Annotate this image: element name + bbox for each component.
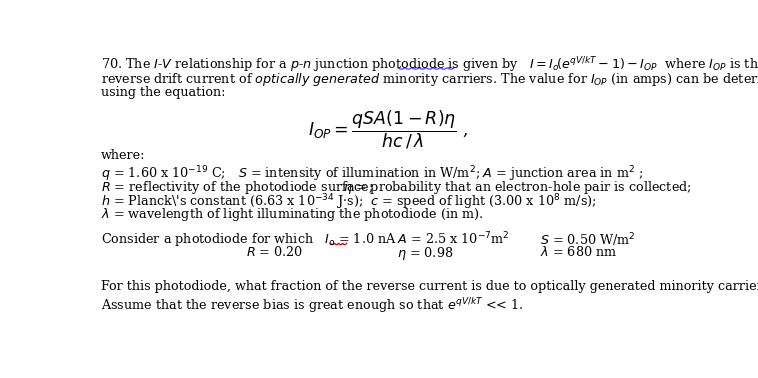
Text: $\eta$ = probability that an electron-hole pair is collected;: $\eta$ = probability that an electron-ho…	[343, 178, 691, 195]
Text: $\lambda$ = wavelength of light illuminating the photodiode (in m).: $\lambda$ = wavelength of light illumina…	[101, 206, 484, 223]
Text: 70. The $I$-$V$ relationship for a $p$-$n$ junction photodiode is given by   $I : 70. The $I$-$V$ relationship for a $p$-$…	[101, 55, 758, 74]
Text: Assume that the reverse bias is great enough so that $e^{qV/kT}$ << 1.: Assume that the reverse bias is great en…	[101, 296, 524, 314]
Text: $I_{OP} = \dfrac{qSA(1-R)\eta}{hc\,/\,\lambda}$ ,: $I_{OP} = \dfrac{qSA(1-R)\eta}{hc\,/\,\l…	[309, 108, 468, 151]
Text: $A$ = 2.5 x 10$^{-7}$m$^2$: $A$ = 2.5 x 10$^{-7}$m$^2$	[397, 231, 509, 248]
Text: $\lambda$ = 680 nm: $\lambda$ = 680 nm	[540, 245, 618, 259]
Text: where:: where:	[101, 149, 146, 162]
Text: $A$ = junction area in m$^2$ ;: $A$ = junction area in m$^2$ ;	[482, 165, 644, 184]
Text: $R$ = reflectivity of the photodiode surface;: $R$ = reflectivity of the photodiode sur…	[101, 178, 374, 195]
Text: using the equation:: using the equation:	[101, 86, 225, 99]
Text: $S$ = intensity of illumination in W/m$^2$;: $S$ = intensity of illumination in W/m$^…	[238, 165, 480, 184]
Text: $S$ = 0.50 W/m$^2$: $S$ = 0.50 W/m$^2$	[540, 231, 636, 248]
Text: $h$ = Planck\'s constant (6.63 x 10$^{-34}$ J·s);  $c$ = speed of light (3.00 x : $h$ = Planck\'s constant (6.63 x 10$^{-3…	[101, 192, 597, 212]
Text: $q$ = 1.60 x 10$^{-19}$ C;: $q$ = 1.60 x 10$^{-19}$ C;	[101, 165, 226, 184]
Text: $\eta$ = 0.98: $\eta$ = 0.98	[397, 245, 453, 262]
Text: $R$ = 0.20: $R$ = 0.20	[246, 245, 302, 259]
Text: reverse drift current of $\mathit{optically\ generated}$ minority carriers. The : reverse drift current of $\mathit{optica…	[101, 71, 758, 88]
Text: Consider a photodiode for which   $I_o$ = 1.0 nA: Consider a photodiode for which $I_o$ = …	[101, 231, 396, 248]
Text: For this photodiode, what fraction of the reverse current is due to optically ge: For this photodiode, what fraction of th…	[101, 280, 758, 293]
